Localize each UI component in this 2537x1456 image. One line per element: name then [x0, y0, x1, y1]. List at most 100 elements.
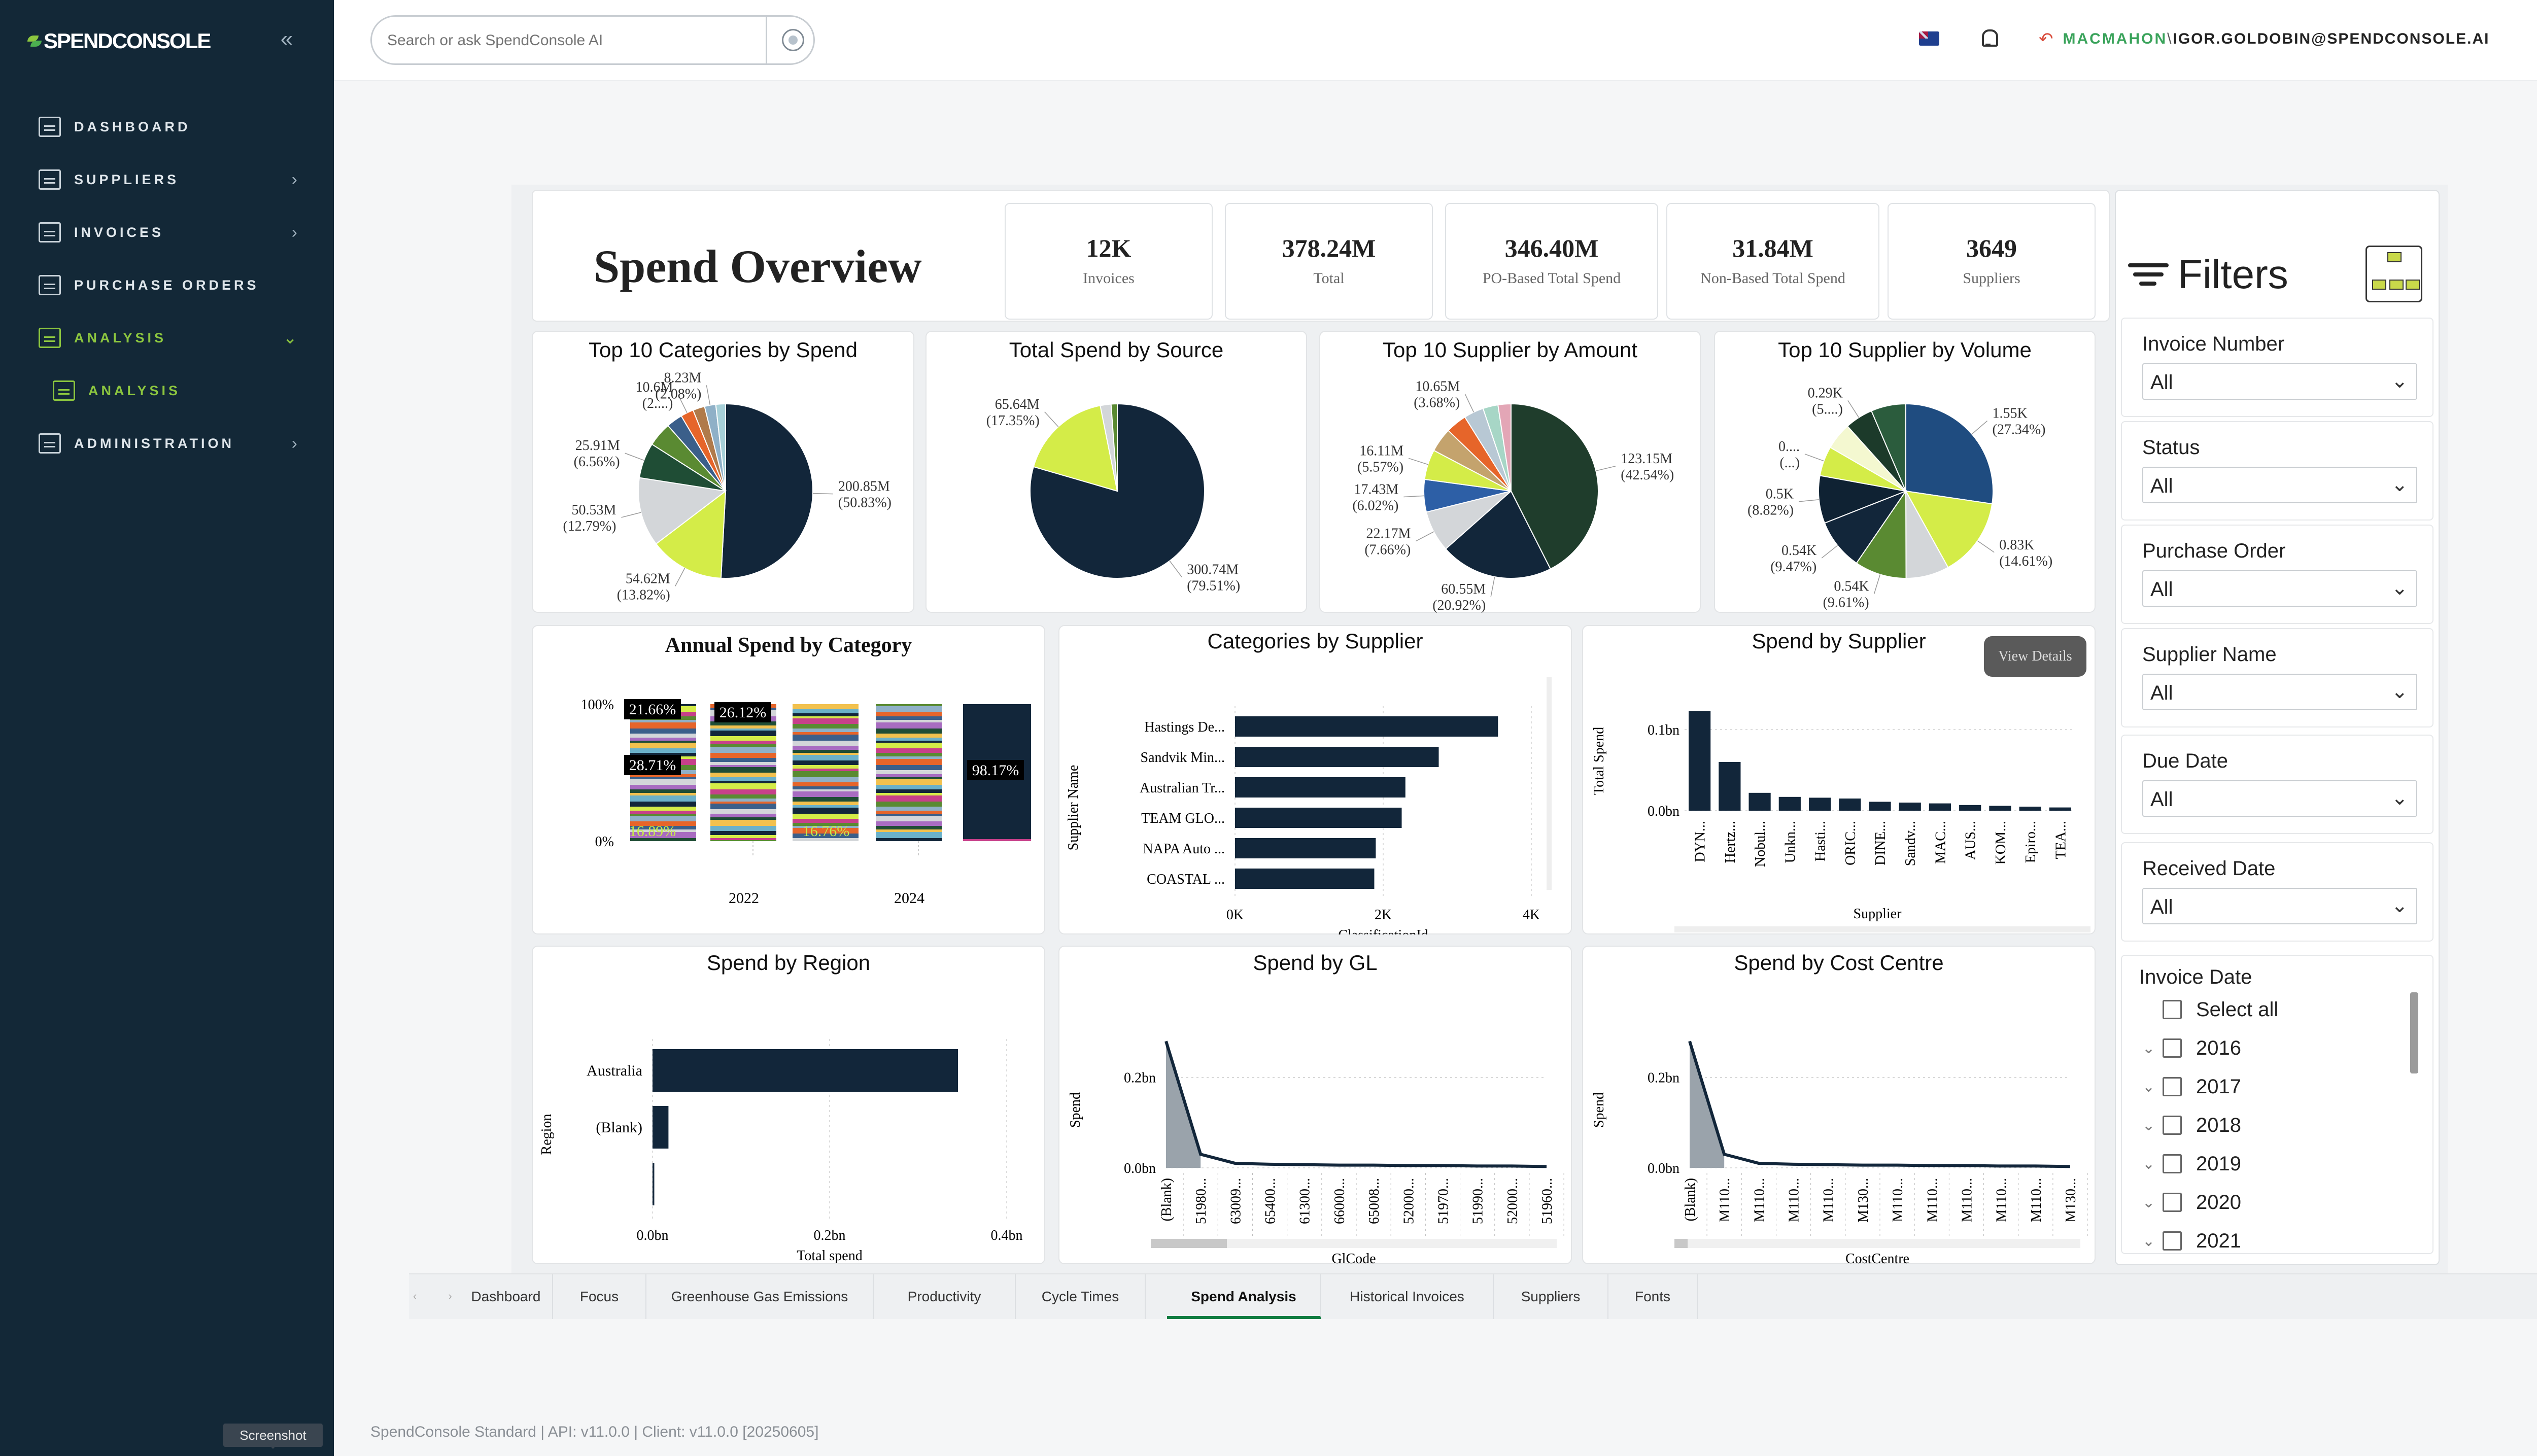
user-account[interactable]: ↶ MACMAHON \ IGOR.GOLDOBIN@SPENDCONSOLE.… [2039, 26, 2489, 52]
pie-chart-supplier-amount[interactable]: 123.15M(42.54%) 60.55M(20.92%) 22.17M(7.66… [1320, 364, 1702, 613]
tab-productivity[interactable]: Productivity [874, 1274, 1016, 1319]
sidebar-subitem-analysis[interactable]: ANALYSIS [53, 376, 312, 405]
checkbox[interactable] [2163, 1116, 2182, 1135]
checkbox[interactable] [2163, 1077, 2182, 1096]
purchase-order-select[interactable]: All ⌄ [2142, 570, 2417, 607]
tab-historical-invoices[interactable]: Historical Invoices [1321, 1274, 1494, 1319]
search-input[interactable] [387, 29, 742, 52]
pie-slice [720, 403, 814, 579]
chevron-down-icon[interactable]: ⌄ [2142, 1155, 2155, 1172]
checkbox[interactable] [2163, 1193, 2182, 1212]
pie-chart-categories[interactable]: 200.85M(50.83%) 54.62M(13.82%) 50.53M(12.7… [533, 364, 915, 613]
invoice-date-2017[interactable]: ⌄ 2017 [2142, 1071, 2241, 1102]
tab-suppliers[interactable]: Suppliers [1494, 1274, 1608, 1319]
invoice-date-select-all[interactable]: Select all [2142, 994, 2278, 1025]
spendconsole-logo[interactable]: SPENDCONSOLE [27, 28, 211, 54]
leader-line [675, 568, 685, 586]
filter-due-date: Due Date All ⌄ [2121, 735, 2433, 834]
invoice-number-select[interactable]: All ⌄ [2142, 363, 2417, 400]
checkbox[interactable] [2163, 1038, 2182, 1058]
checkbox[interactable] [2163, 1231, 2182, 1251]
stack-segment [793, 814, 859, 819]
x-tick-label: M110... [1959, 1178, 1975, 1222]
sidebar-item-invoices[interactable]: INVOICES › [39, 218, 297, 247]
ai-settings-icon[interactable] [782, 29, 804, 51]
x-tick-label: (Blank) [1159, 1178, 1175, 1222]
bar [2019, 807, 2041, 811]
data-label: 10.65M [1415, 378, 1460, 394]
collapse-sidebar-icon[interactable]: « [280, 26, 293, 51]
stack-segment [963, 839, 1031, 841]
pie-chart-supplier-volume[interactable]: 1.55K(27.34%)0.83K(14.61%)0.54K(9.61%)0.… [1715, 364, 2097, 613]
spend-costcentre-chart[interactable]: 0.2bn 0.0bn (Blank) M110... M110... M110... M1… [1583, 978, 2097, 1264]
stack-segment [630, 729, 696, 734]
chevron-down-icon[interactable]: ⌄ [2142, 1117, 2155, 1134]
sidebar-item-administration[interactable]: ADMINISTRATION › [39, 429, 297, 458]
series-line [1164, 1041, 1547, 1168]
stack-segment [793, 746, 859, 750]
y-tick-label: 0.0bn [1648, 804, 1679, 819]
invoice-date-2020[interactable]: ⌄ 2020 [2142, 1187, 2241, 1218]
pie-chart-source[interactable]: 300.74M(79.51%) 65.64M(17.35%) [927, 364, 1308, 613]
tab-spend-analysis[interactable]: Spend Analysis [1167, 1274, 1321, 1319]
view-details-button[interactable]: View Details [1984, 636, 2086, 677]
stack-segment [710, 783, 776, 789]
stack-segment [710, 820, 776, 826]
due-date-select[interactable]: All ⌄ [2142, 780, 2417, 817]
sidebar-item-suppliers[interactable]: SUPPLIERS › [39, 165, 297, 194]
tab-cycle-times[interactable]: Cycle Times [1016, 1274, 1146, 1319]
invoice-date-2018[interactable]: ⌄ 2018 [2142, 1110, 2241, 1140]
x-tick-label: DYN... [1693, 821, 1708, 862]
australia-flag-icon[interactable] [1919, 31, 1939, 46]
sidebar-item-purchase-orders[interactable]: PURCHASE ORDERS [39, 271, 297, 299]
chart-title: Spend by GL [1253, 951, 1378, 975]
stack-segment [710, 773, 776, 777]
data-label: 25.91M [575, 438, 620, 454]
stack-segment [876, 704, 942, 706]
annual-stacked-chart[interactable]: 100% 0% 21.66% 28.71% 16.89% 26.12% 16.76% 98.1… [533, 658, 1046, 932]
scrollbar[interactable] [2410, 992, 2418, 1073]
spend-gl-chart[interactable]: 0.2bn 0.0bn(Blank) 51980... 63009... 65400..… [1059, 978, 1573, 1264]
select-value: All [2150, 578, 2173, 601]
hierarchy-icon[interactable] [2365, 246, 2422, 302]
pie-slice [1870, 403, 1906, 492]
stack-segment [710, 799, 776, 802]
spend-supplier-chart[interactable]: 0.1bn 0.0bn DYN... Hertz... Nobul... Unkn... H… [1583, 675, 2097, 933]
supplier-name-select[interactable]: All ⌄ [2142, 674, 2417, 710]
bell-icon[interactable] [1980, 28, 1998, 47]
chevron-down-icon[interactable]: ⌄ [2142, 1194, 2155, 1211]
categories-supplier-chart[interactable]: 0K 2K 4K Hastings De... Sandvik Min... Austra… [1059, 656, 1573, 934]
bar [1808, 798, 1831, 811]
chevron-down-icon[interactable]: ⌄ [2142, 1078, 2155, 1095]
chevron-down-icon[interactable]: ⌄ [2142, 1039, 2155, 1057]
stack-segment [876, 706, 942, 712]
stack-segment [710, 741, 776, 744]
sidebar-item-analysis[interactable]: ANALYSIS ⌄ [39, 324, 297, 352]
stack-segment [876, 716, 942, 720]
tab-scroll-arrows[interactable]: ‹ › [413, 1290, 466, 1302]
invoice-date-2016[interactable]: ⌄ 2016 [2142, 1033, 2241, 1063]
tab-dashboard[interactable]: Dashboard [460, 1274, 553, 1319]
spend-region-chart[interactable]: 0.0bn 0.2bn 0.4bn Australia (Blank) Total spe… [533, 978, 1046, 1264]
filter-label: Supplier Name [2142, 643, 2277, 666]
undo-arrow-icon[interactable]: ↶ [2039, 29, 2055, 49]
pie-card-supplier-volume: Top 10 Supplier by Volume 1.55K (27.34%) 0… [1714, 331, 2096, 613]
status-select[interactable]: All ⌄ [2142, 467, 2417, 503]
tab-focus[interactable]: Focus [553, 1274, 646, 1319]
invoice-date-2019[interactable]: ⌄ 2019 [2142, 1149, 2241, 1179]
x-tick-label: 0.0bn [637, 1228, 669, 1243]
bar [1235, 838, 1376, 858]
stack-segment [710, 817, 776, 820]
chevron-down-icon[interactable]: ⌄ [2142, 1232, 2155, 1250]
invoice-date-2021[interactable]: ⌄ 2021 [2142, 1226, 2241, 1253]
checkbox[interactable] [2163, 1154, 2182, 1173]
sidebar-item-dashboard[interactable]: DASHBOARD [39, 113, 297, 141]
stack-segment [793, 718, 859, 724]
tab-fonts[interactable]: Fonts [1608, 1274, 1698, 1319]
received-date-select[interactable]: All ⌄ [2142, 888, 2417, 924]
tab-greenhouse[interactable]: Greenhouse Gas Emissions [646, 1274, 874, 1319]
y-tick-label: 0.2bn [1124, 1070, 1156, 1086]
checkbox[interactable] [2163, 1000, 2182, 1019]
data-label: 28.71% [629, 757, 676, 774]
truck-icon [39, 169, 61, 190]
